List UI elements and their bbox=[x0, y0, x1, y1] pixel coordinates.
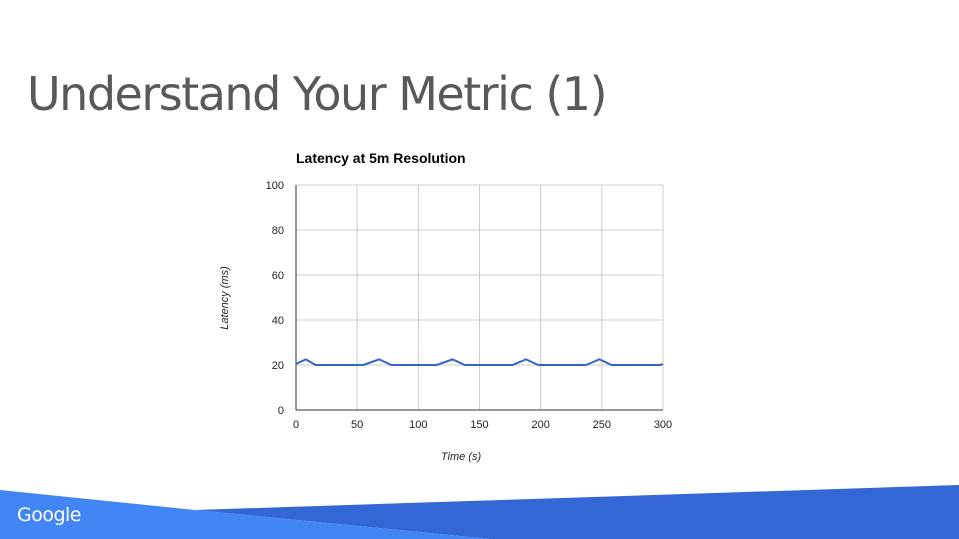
x-tick-label: 50 bbox=[351, 419, 363, 431]
footer-light-shape bbox=[0, 490, 490, 539]
x-axis-label: Time (s) bbox=[441, 451, 482, 463]
series-line bbox=[295, 358, 664, 366]
x-tick-label: 100 bbox=[409, 419, 427, 431]
x-tick-label: 250 bbox=[593, 419, 611, 431]
x-tick-label: 150 bbox=[470, 419, 488, 431]
y-tick-label: 60 bbox=[272, 270, 284, 282]
y-tick-label: 80 bbox=[272, 225, 284, 237]
x-tick-label: 0 bbox=[293, 419, 299, 431]
slide-title: Understand Your Metric (1) bbox=[27, 67, 608, 121]
y-tick-label: 40 bbox=[272, 315, 284, 327]
footer-dark-shape bbox=[195, 485, 959, 539]
google-logo: Google bbox=[17, 504, 82, 526]
x-tick-label: 200 bbox=[531, 419, 549, 431]
y-tick-label: 0 bbox=[278, 405, 284, 417]
y-tick-label: 100 bbox=[266, 180, 284, 192]
y-axis-label: Latency (ms) bbox=[219, 266, 231, 330]
chart-title: Latency at 5m Resolution bbox=[296, 150, 466, 166]
y-tick-label: 20 bbox=[272, 360, 284, 372]
x-tick-label: 300 bbox=[654, 419, 672, 431]
